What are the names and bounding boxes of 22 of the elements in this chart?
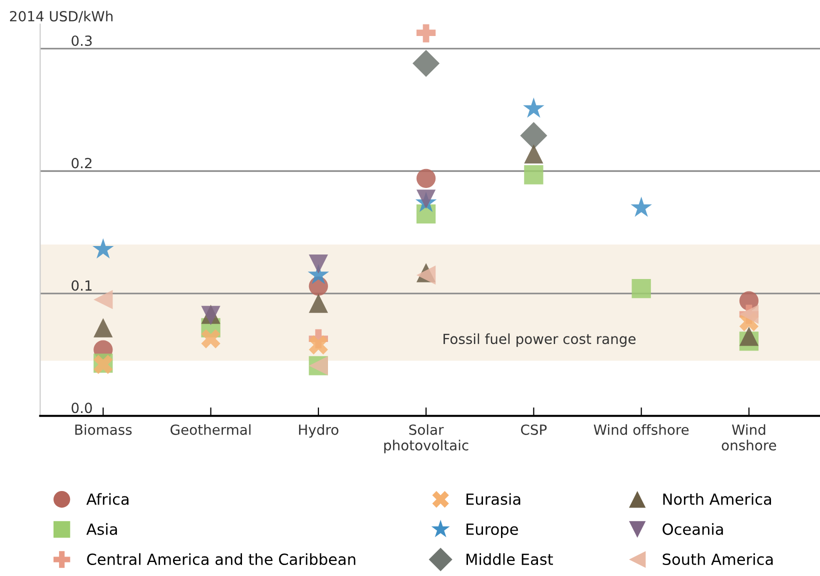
x-tick-label: Solar photovoltaic xyxy=(384,424,468,454)
x-tick-label: Wind offshore xyxy=(594,424,689,435)
legend-label: North America xyxy=(663,493,772,505)
legend-label: Oceania xyxy=(662,523,723,535)
legend-label: Central America and the Caribbean xyxy=(87,553,356,566)
band-label: Fossil fuel power cost range xyxy=(444,333,636,347)
y-tick-label: 0.1 xyxy=(72,280,92,291)
legend-label: Middle East xyxy=(466,553,553,566)
legend-label: Africa xyxy=(86,493,128,505)
x-tick-label: Hydro xyxy=(299,424,338,438)
y-tick-label: 0.2 xyxy=(72,158,92,168)
legend-label: Europe xyxy=(466,524,518,538)
x-tick-label: Geothermal xyxy=(170,424,250,435)
x-tick-label: CSP xyxy=(521,424,547,435)
y-tick-label: 0.3 xyxy=(72,35,92,46)
legend-label: Eurasia xyxy=(466,493,520,505)
legend-label: Asia xyxy=(86,523,117,535)
x-tick-label: Wind onshore xyxy=(722,424,776,451)
x-tick-label: Biomass xyxy=(75,424,132,435)
y-axis-title: 2014 USD/kWh xyxy=(10,10,113,23)
y-tick-label: 0.0 xyxy=(72,402,92,414)
legend-label: South America xyxy=(662,553,773,566)
